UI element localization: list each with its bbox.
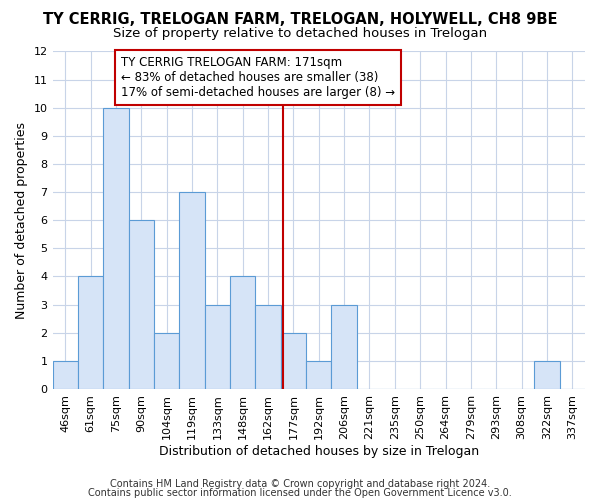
Bar xyxy=(128,220,154,389)
Bar xyxy=(331,304,357,389)
Text: TY CERRIG TRELOGAN FARM: 171sqm
← 83% of detached houses are smaller (38)
17% of: TY CERRIG TRELOGAN FARM: 171sqm ← 83% of… xyxy=(121,56,395,98)
Text: TY CERRIG, TRELOGAN FARM, TRELOGAN, HOLYWELL, CH8 9BE: TY CERRIG, TRELOGAN FARM, TRELOGAN, HOLY… xyxy=(43,12,557,28)
Bar xyxy=(205,304,230,389)
Bar xyxy=(53,361,78,389)
Bar xyxy=(281,332,306,389)
Y-axis label: Number of detached properties: Number of detached properties xyxy=(15,122,28,318)
X-axis label: Distribution of detached houses by size in Trelogan: Distribution of detached houses by size … xyxy=(159,444,479,458)
Bar xyxy=(256,304,281,389)
Bar xyxy=(534,361,560,389)
Bar xyxy=(230,276,256,389)
Text: Size of property relative to detached houses in Trelogan: Size of property relative to detached ho… xyxy=(113,28,487,40)
Bar xyxy=(78,276,103,389)
Bar xyxy=(103,108,128,389)
Bar xyxy=(179,192,205,389)
Bar xyxy=(306,361,331,389)
Text: Contains public sector information licensed under the Open Government Licence v3: Contains public sector information licen… xyxy=(88,488,512,498)
Bar xyxy=(154,332,179,389)
Text: Contains HM Land Registry data © Crown copyright and database right 2024.: Contains HM Land Registry data © Crown c… xyxy=(110,479,490,489)
